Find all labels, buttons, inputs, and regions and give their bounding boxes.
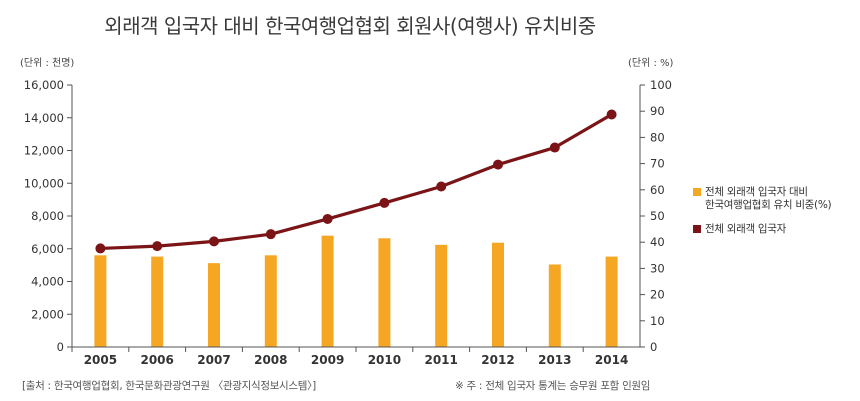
left-tick-label: 16,000 — [24, 78, 64, 92]
left-tick-label: 0 — [57, 340, 64, 354]
right-tick-label: 40 — [650, 235, 665, 249]
bar-2013 — [548, 264, 561, 347]
legend-swatch-bar — [693, 188, 701, 196]
right-tick-label: 80 — [650, 130, 665, 144]
bar-2006 — [151, 256, 164, 347]
legend-label-line: 전체 외래객 입국자 — [705, 223, 786, 235]
line-point-2012 — [493, 159, 503, 170]
line-point-2013 — [549, 142, 560, 153]
bar-2009 — [321, 235, 334, 347]
right-tick-label: 10 — [650, 314, 665, 328]
right-axis-unit: (단위 : %) — [628, 56, 674, 69]
x-tick-label-2009: 2009 — [311, 353, 344, 367]
line-point-2008 — [265, 229, 276, 240]
bar-2008 — [264, 255, 277, 347]
footnote: ※ 주 : 전체 입국자 통계는 승무원 포함 인원임 — [455, 380, 651, 392]
x-tick-label-2012: 2012 — [481, 353, 514, 367]
right-tick-label: 0 — [650, 340, 657, 354]
bar-2012 — [492, 242, 504, 347]
right-tick-label: 50 — [650, 209, 665, 223]
left-tick-label: 12,000 — [24, 144, 64, 158]
line-point-2014 — [606, 109, 617, 120]
line-point-2005 — [95, 243, 106, 254]
line-point-2010 — [379, 197, 390, 208]
line-point-2007 — [209, 236, 219, 247]
x-tick-label-2008: 2008 — [254, 353, 287, 367]
x-tick-label-2011: 2011 — [424, 353, 457, 367]
bar-2011 — [435, 244, 448, 347]
left-tick-label: 14,000 — [24, 111, 64, 125]
x-tick-label-2014: 2014 — [595, 353, 628, 367]
x-tick-label-2010: 2010 — [368, 353, 401, 367]
x-tick-label-2013: 2013 — [538, 353, 571, 367]
left-tick-label: 10,000 — [24, 176, 64, 190]
x-tick-label-2007: 2007 — [197, 353, 230, 367]
bar-2005 — [94, 255, 107, 347]
line-series-visitors — [100, 113, 613, 251]
line-point-2009 — [322, 213, 333, 224]
left-axis-unit: (단위 : 천명) — [20, 56, 74, 69]
line-point-2011 — [436, 181, 447, 192]
source-note: [출처 : 한국여행업협회, 한국문화관광연구원 〈관광지식정보시스템〉] — [22, 380, 316, 392]
line-point-2006 — [152, 241, 163, 252]
left-tick-label: 2,000 — [31, 307, 64, 321]
legend-label-bar-line2: 한국여행업협회 유치 비중(%) — [705, 199, 832, 211]
x-tick-label-2005: 2005 — [84, 353, 117, 367]
left-tick-label: 8,000 — [31, 209, 64, 223]
legend-swatch-line — [693, 225, 701, 233]
left-tick-label: 4,000 — [31, 275, 64, 289]
chart-title: 외래객 입국자 대비 한국여행업협회 회원사(여행사) 유치비중 — [104, 14, 596, 38]
right-tick-label: 20 — [650, 288, 665, 302]
bar-2007 — [208, 263, 220, 347]
bar-2010 — [378, 238, 391, 347]
right-tick-label: 60 — [650, 183, 665, 197]
right-tick-label: 70 — [650, 157, 665, 171]
right-tick-label: 30 — [650, 261, 665, 275]
right-tick-label: 100 — [650, 78, 672, 92]
x-tick-label-2006: 2006 — [140, 353, 173, 367]
left-tick-label: 6,000 — [31, 242, 64, 256]
bar-2014 — [605, 256, 618, 347]
legend-label-bar-line1: 전체 외래객 입국자 대비 — [705, 186, 808, 198]
right-tick-label: 90 — [650, 104, 665, 118]
